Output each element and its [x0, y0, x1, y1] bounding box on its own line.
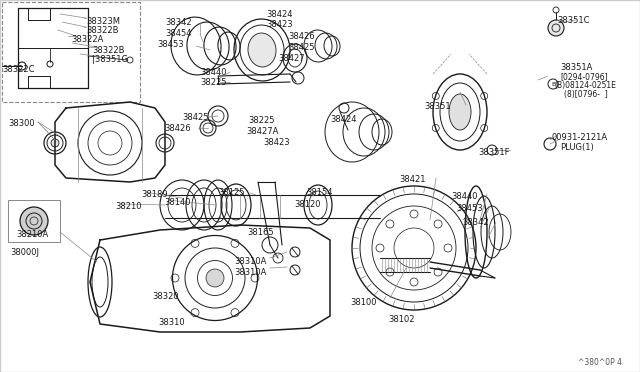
Text: 38140: 38140 [164, 198, 191, 207]
Text: 38310A: 38310A [234, 268, 266, 277]
Circle shape [20, 207, 48, 235]
Text: 38323M: 38323M [86, 17, 120, 26]
Text: 38320: 38320 [152, 292, 179, 301]
Text: 38120: 38120 [294, 200, 321, 209]
Text: 38453: 38453 [456, 204, 483, 213]
Text: 38454: 38454 [165, 29, 191, 38]
Bar [2, 2, 140, 102]
Text: (8)[0796-  ]: (8)[0796- ] [564, 90, 608, 99]
Text: |38351G: |38351G [92, 55, 128, 64]
Text: 38424: 38424 [330, 115, 356, 124]
Ellipse shape [248, 33, 276, 67]
Text: PLUG(1): PLUG(1) [560, 143, 594, 152]
Text: 38310: 38310 [158, 318, 184, 327]
Text: 38322A: 38322A [71, 35, 104, 44]
Text: (B)08124-0251E: (B)08124-0251E [554, 81, 616, 90]
Text: ^380^0P 4: ^380^0P 4 [578, 358, 622, 367]
Text: 38351F: 38351F [478, 148, 509, 157]
Text: 38423: 38423 [266, 20, 292, 29]
Ellipse shape [51, 139, 59, 147]
Text: 38342: 38342 [165, 18, 191, 27]
Text: 38322B: 38322B [92, 46, 125, 55]
Text: 38425: 38425 [288, 43, 314, 52]
Ellipse shape [449, 94, 471, 130]
Text: 38322B: 38322B [86, 26, 118, 35]
Text: 38102: 38102 [388, 315, 415, 324]
Text: 38322C: 38322C [2, 65, 35, 74]
Text: 38125: 38125 [218, 188, 244, 197]
Text: 38427: 38427 [278, 54, 305, 63]
Text: 38427A: 38427A [246, 127, 278, 136]
Circle shape [548, 20, 564, 36]
Text: 00931-2121A: 00931-2121A [552, 133, 608, 142]
Text: 38426: 38426 [288, 32, 315, 41]
Text: 38210: 38210 [115, 202, 141, 211]
Text: 38351C: 38351C [557, 16, 589, 25]
Text: 38423: 38423 [263, 138, 290, 147]
Text: 38189: 38189 [141, 190, 168, 199]
Text: 38440: 38440 [451, 192, 477, 201]
Text: 38225: 38225 [248, 116, 275, 125]
Text: 38425: 38425 [182, 113, 209, 122]
Text: 38100: 38100 [350, 298, 376, 307]
Text: 38440: 38440 [200, 68, 227, 77]
Text: 38154: 38154 [306, 188, 333, 197]
Bar [8, 200, 60, 242]
Text: 38165: 38165 [247, 228, 274, 237]
Text: 38424: 38424 [266, 10, 292, 19]
Ellipse shape [206, 269, 224, 287]
Text: 38000J: 38000J [10, 248, 39, 257]
Text: 38453: 38453 [157, 40, 184, 49]
Text: B: B [551, 81, 555, 87]
Text: 38300: 38300 [8, 119, 35, 128]
Text: 38225: 38225 [200, 78, 227, 87]
Text: 38310A: 38310A [234, 257, 266, 266]
Text: 38351A: 38351A [560, 63, 593, 72]
Text: 38426: 38426 [164, 124, 191, 133]
Text: [0294-0796]: [0294-0796] [560, 72, 607, 81]
Text: 38351: 38351 [424, 102, 451, 111]
Text: 38342: 38342 [462, 218, 488, 227]
Text: 38421: 38421 [399, 175, 426, 184]
Text: 38210A: 38210A [16, 230, 48, 239]
